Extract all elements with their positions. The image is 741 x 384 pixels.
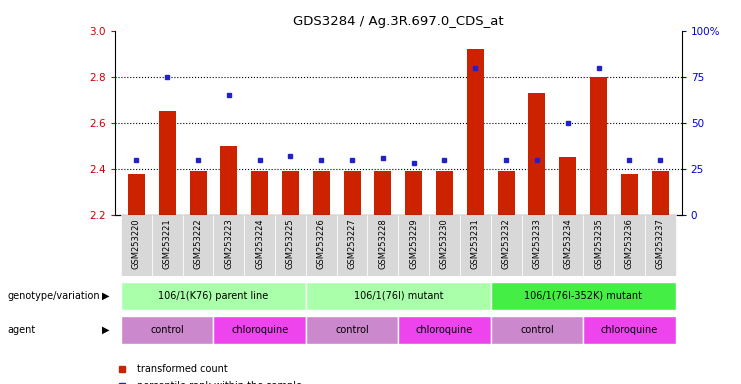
Bar bbox=[368, 215, 399, 276]
Bar bbox=[460, 215, 491, 276]
Text: GSM253229: GSM253229 bbox=[409, 218, 418, 269]
Text: transformed count: transformed count bbox=[137, 364, 227, 374]
Text: genotype/variation: genotype/variation bbox=[7, 291, 100, 301]
Bar bbox=[121, 282, 306, 310]
Bar bbox=[213, 316, 306, 344]
Bar bbox=[282, 171, 299, 215]
Bar bbox=[374, 171, 391, 215]
Bar bbox=[182, 215, 213, 276]
Text: GSM253224: GSM253224 bbox=[255, 218, 264, 269]
Bar bbox=[220, 146, 237, 215]
Bar bbox=[152, 215, 182, 276]
Text: GSM253223: GSM253223 bbox=[225, 218, 233, 269]
Bar bbox=[405, 171, 422, 215]
Text: chloroquine: chloroquine bbox=[416, 325, 473, 335]
Text: 106/1(76I-352K) mutant: 106/1(76I-352K) mutant bbox=[524, 291, 642, 301]
Text: GSM253234: GSM253234 bbox=[563, 218, 572, 269]
Text: agent: agent bbox=[7, 325, 36, 335]
Bar bbox=[621, 174, 638, 215]
Text: GSM253227: GSM253227 bbox=[348, 218, 356, 269]
Bar bbox=[344, 171, 361, 215]
Text: ▶: ▶ bbox=[102, 325, 110, 335]
Bar bbox=[436, 171, 453, 215]
Text: 106/1(76I) mutant: 106/1(76I) mutant bbox=[353, 291, 443, 301]
Bar bbox=[645, 215, 676, 276]
Text: GSM253226: GSM253226 bbox=[316, 218, 326, 269]
Bar bbox=[614, 215, 645, 276]
Bar bbox=[583, 316, 676, 344]
Bar bbox=[651, 171, 668, 215]
Bar bbox=[213, 215, 245, 276]
Bar bbox=[491, 282, 676, 310]
Bar bbox=[552, 215, 583, 276]
Bar bbox=[275, 215, 306, 276]
Bar bbox=[583, 215, 614, 276]
Text: percentile rank within the sample: percentile rank within the sample bbox=[137, 381, 302, 384]
Text: GSM253225: GSM253225 bbox=[286, 218, 295, 269]
Text: ▶: ▶ bbox=[102, 291, 110, 301]
Text: GSM253228: GSM253228 bbox=[379, 218, 388, 269]
Bar bbox=[590, 77, 607, 215]
Bar bbox=[559, 157, 576, 215]
Bar bbox=[306, 282, 491, 310]
Bar bbox=[121, 215, 152, 276]
Bar bbox=[313, 171, 330, 215]
Text: GSM253235: GSM253235 bbox=[594, 218, 603, 269]
Text: GSM253230: GSM253230 bbox=[440, 218, 449, 269]
Bar bbox=[245, 215, 275, 276]
Bar bbox=[121, 316, 213, 344]
Text: GSM253232: GSM253232 bbox=[502, 218, 511, 269]
Title: GDS3284 / Ag.3R.697.0_CDS_at: GDS3284 / Ag.3R.697.0_CDS_at bbox=[293, 15, 504, 28]
Text: control: control bbox=[335, 325, 369, 335]
Bar bbox=[491, 215, 522, 276]
Bar bbox=[306, 215, 336, 276]
Text: chloroquine: chloroquine bbox=[601, 325, 658, 335]
Text: 106/1(K76) parent line: 106/1(K76) parent line bbox=[159, 291, 268, 301]
Text: GSM253220: GSM253220 bbox=[132, 218, 141, 269]
Text: chloroquine: chloroquine bbox=[231, 325, 288, 335]
Text: GSM253237: GSM253237 bbox=[656, 218, 665, 269]
Text: control: control bbox=[150, 325, 184, 335]
Text: GSM253236: GSM253236 bbox=[625, 218, 634, 269]
Text: GSM253231: GSM253231 bbox=[471, 218, 480, 269]
Text: GSM253221: GSM253221 bbox=[163, 218, 172, 269]
Bar bbox=[306, 316, 399, 344]
Bar bbox=[336, 215, 368, 276]
Bar bbox=[522, 215, 552, 276]
Bar bbox=[159, 111, 176, 215]
Text: GSM253233: GSM253233 bbox=[533, 218, 542, 269]
Bar bbox=[399, 316, 491, 344]
Bar bbox=[190, 171, 207, 215]
Bar bbox=[429, 215, 460, 276]
Bar bbox=[467, 49, 484, 215]
Bar bbox=[399, 215, 429, 276]
Text: control: control bbox=[520, 325, 554, 335]
Bar bbox=[498, 171, 514, 215]
Bar bbox=[251, 171, 268, 215]
Text: GSM253222: GSM253222 bbox=[193, 218, 202, 269]
Bar bbox=[491, 316, 583, 344]
Bar bbox=[128, 174, 145, 215]
Bar bbox=[528, 93, 545, 215]
